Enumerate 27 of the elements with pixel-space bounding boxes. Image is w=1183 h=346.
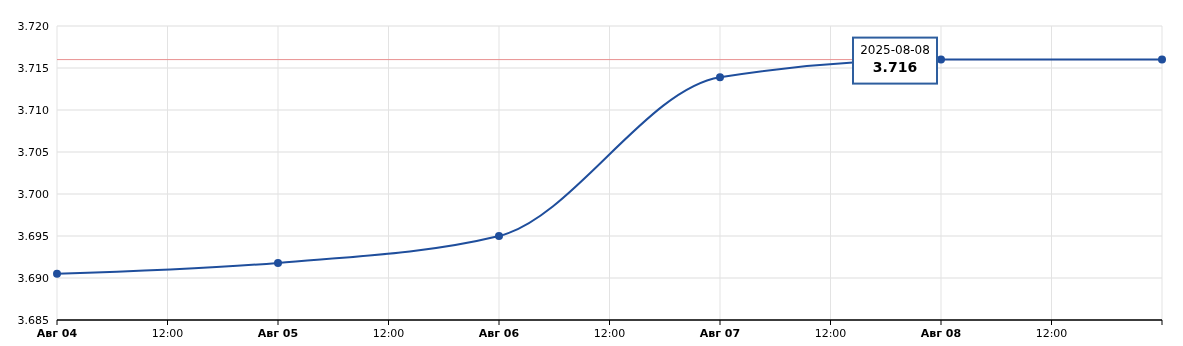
- tooltip-box: 2025-08-08 3.716: [852, 36, 938, 85]
- y-tick-label: 3.690: [17, 272, 49, 285]
- y-tick-label: 3.685: [17, 314, 49, 327]
- x-tick-label: Авг 04: [36, 327, 78, 340]
- x-tick-label: 12:00: [593, 327, 626, 340]
- y-tick-label: 3.720: [17, 20, 49, 33]
- x-tick-label: Авг 08: [920, 327, 962, 340]
- point: [53, 269, 61, 278]
- y-tick-label: 3.710: [17, 104, 49, 117]
- y-tick-label: 3.705: [17, 146, 49, 159]
- point: [274, 258, 282, 267]
- point: [495, 232, 503, 240]
- y-tick-label: 3.715: [17, 62, 49, 75]
- x-tick-label: Авг 05: [257, 327, 299, 340]
- x-tick-label: Авг 07: [699, 327, 741, 340]
- x-tick-label: 12:00: [372, 327, 405, 340]
- annotation: 2025-08-08: [860, 42, 930, 57]
- point: [716, 73, 724, 82]
- x-tick-label: Авг 06: [478, 327, 520, 340]
- annotation: 3.716: [872, 58, 918, 75]
- x-tick-label: 12:00: [151, 327, 184, 340]
- point: [1158, 55, 1166, 64]
- point: [937, 55, 945, 64]
- x-tick-label: 12:00: [814, 327, 847, 340]
- y-tick-label: 3.700: [17, 188, 49, 201]
- x-tick-label: 12:00: [1035, 327, 1068, 340]
- y-tick-label: 3.695: [17, 230, 49, 243]
